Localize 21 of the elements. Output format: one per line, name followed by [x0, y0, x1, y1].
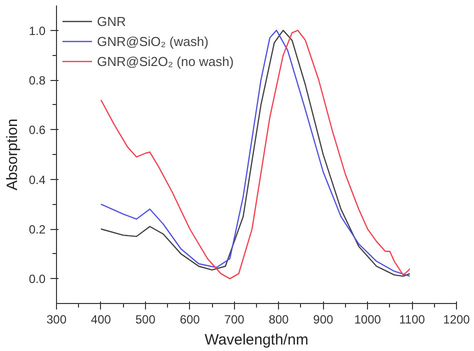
x-tick-label: 900: [313, 312, 334, 326]
legend-label: GNR@SiO₂ (wash): [97, 34, 208, 48]
x-tick-label: 400: [90, 312, 112, 326]
x-tick-label: 1200: [443, 312, 470, 326]
y-tick-label: 0.2: [28, 222, 46, 236]
legend-label: GNR@Si2O₂ (no wash): [97, 54, 234, 68]
y-tick-label: 0.8: [28, 74, 46, 88]
x-tick-label: 800: [268, 312, 290, 326]
y-tick-label: 0.0: [28, 272, 46, 286]
y-axis-title: Absorption: [4, 118, 21, 190]
x-tick-label: 500: [135, 312, 156, 326]
y-tick-label: 1.0: [28, 24, 46, 38]
legend-label: GNR: [97, 14, 126, 28]
x-tick-label: 1100: [399, 312, 426, 326]
x-tick-label: 1000: [354, 312, 382, 326]
y-tick-label: 0.4: [28, 172, 46, 187]
x-tick-label: 600: [180, 312, 200, 326]
y-tick-label: 0.6: [28, 123, 46, 138]
x-tick-label: 700: [224, 312, 245, 326]
x-tick-label: 300: [46, 312, 67, 326]
x-axis-title: Wavelength/nm: [204, 332, 308, 348]
